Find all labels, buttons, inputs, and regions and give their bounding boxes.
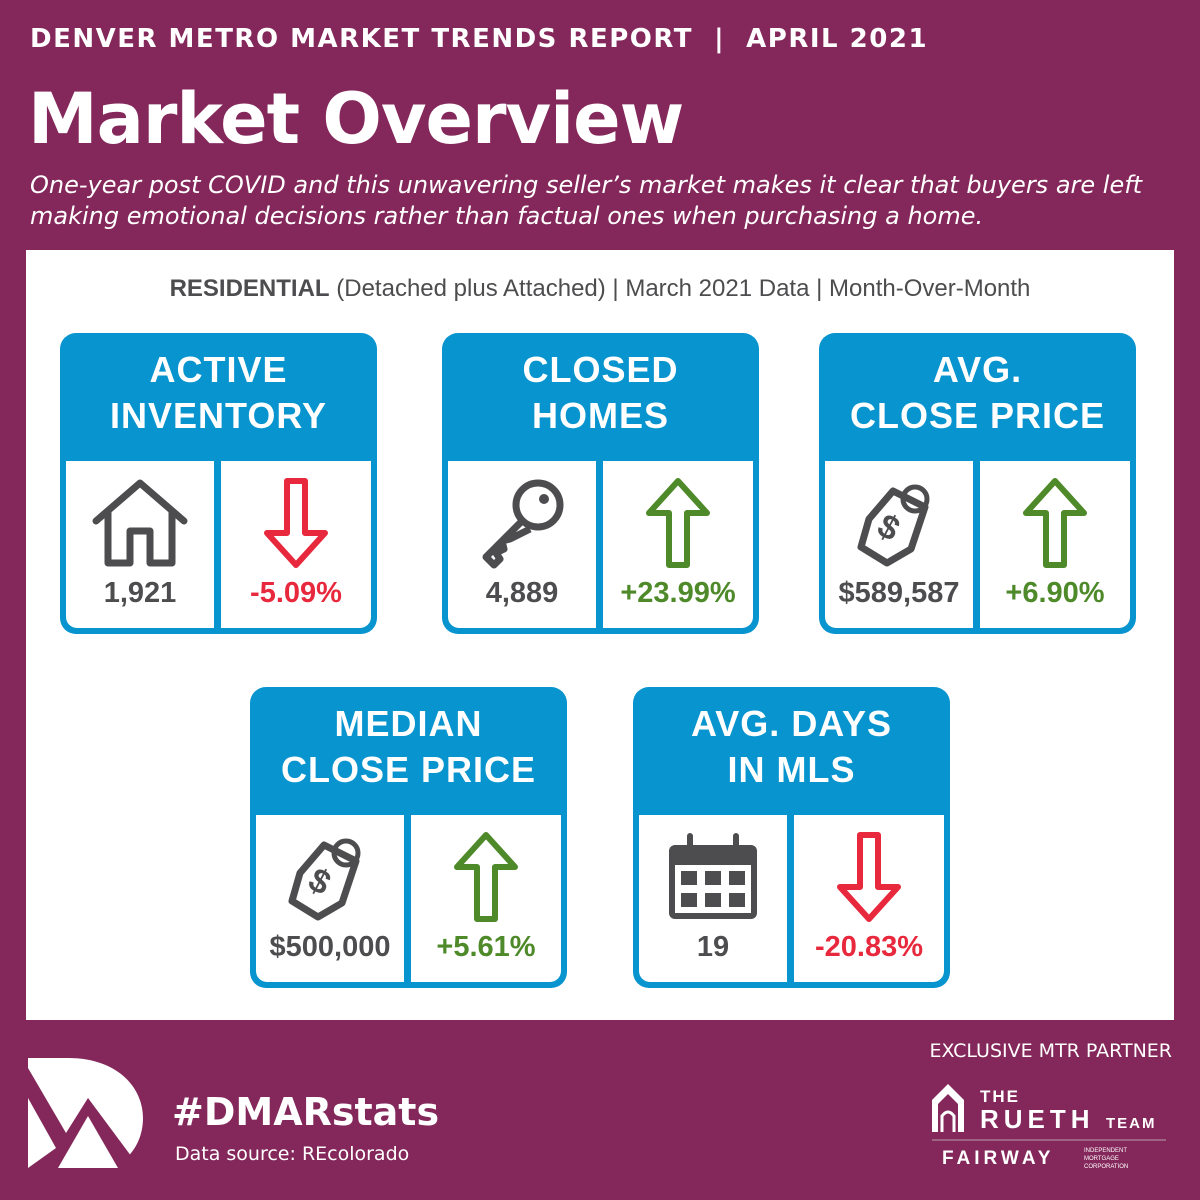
svg-text:RUETH: RUETH: [980, 1104, 1095, 1134]
svg-text:FAIRWAY: FAIRWAY: [942, 1148, 1054, 1169]
stat-value: 4,889: [485, 577, 559, 609]
value-cell: $ $500,000: [256, 815, 404, 982]
change-cell: -20.83%: [794, 815, 944, 982]
card-title-line2: IN MLS: [727, 749, 856, 790]
card-title-line2: CLOSE PRICE: [849, 395, 1106, 436]
stat-card-closed-homes: CLOSED HOMES 4,889 +23.99%: [442, 333, 759, 634]
stat-card-active-inventory: ACTIVE INVENTORY 1,921 -5.09%: [60, 333, 377, 634]
svg-text:MORTGAGE: MORTGAGE: [1084, 1156, 1119, 1162]
value-cell: 4,889: [448, 461, 596, 628]
card-title: AVG. DAYS IN MLS: [633, 701, 950, 793]
stat-change: -5.09%: [250, 577, 342, 609]
card-title: AVG. CLOSE PRICE: [819, 347, 1136, 439]
page-title: Market Overview: [28, 78, 684, 160]
change-cell: +6.90%: [980, 461, 1130, 628]
stat-change: +23.99%: [620, 577, 736, 609]
card-title-line1: AVG.: [932, 349, 1023, 390]
card-title-line2: INVENTORY: [109, 395, 328, 436]
panel-heading-bold: RESIDENTIAL: [169, 275, 330, 302]
stat-value: 1,921: [103, 577, 177, 609]
change-cell: +23.99%: [603, 461, 753, 628]
svg-text:CORPORATION: CORPORATION: [1084, 1164, 1128, 1170]
hashtag: #DMARstats: [172, 1090, 440, 1134]
value-cell: 19: [639, 815, 787, 982]
stat-value: $500,000: [269, 931, 391, 963]
card-title-line1: AVG. DAYS: [690, 703, 893, 744]
value-cell: $ $589,587: [825, 461, 973, 628]
svg-text:TEAM: TEAM: [1106, 1115, 1157, 1132]
value-cell: 1,921: [66, 461, 214, 628]
stat-change: +5.61%: [436, 931, 536, 963]
stat-card-avg-close-price: AVG. CLOSE PRICE $ $589,587 +6.90%: [819, 333, 1136, 634]
card-title-line1: MEDIAN: [334, 703, 483, 744]
page-subtitle: One-year post COVID and this unwavering …: [30, 171, 1143, 230]
data-source: Data source: REcolorado: [175, 1143, 410, 1165]
panel-heading: RESIDENTIAL (Detached plus Attached) | M…: [0, 275, 1200, 303]
stat-value: $589,587: [838, 577, 960, 609]
report-kicker: DENVER METRO MARKET TRENDS REPORT | APRI…: [30, 24, 929, 54]
card-title-line1: CLOSED: [522, 349, 679, 390]
stat-change: -20.83%: [814, 931, 923, 963]
panel-heading-rest: (Detached plus Attached) | March 2021 Da…: [329, 275, 1031, 302]
svg-text:INDEPENDENT: INDEPENDENT: [1084, 1148, 1127, 1154]
change-cell: +5.61%: [411, 815, 561, 982]
card-title-line2: CLOSE PRICE: [280, 749, 537, 790]
dmar-logo: [28, 1058, 143, 1168]
partner-label: EXCLUSIVE MTR PARTNER: [929, 1040, 1172, 1062]
card-title-line2: HOMES: [531, 395, 669, 436]
stat-card-median-close-price: MEDIAN CLOSE PRICE $ $500,000 +5.61%: [250, 687, 567, 988]
card-title: CLOSED HOMES: [442, 347, 759, 439]
stat-card-avg-days-in-mls: AVG. DAYS IN MLS 19 -20.83%: [633, 687, 950, 988]
stat-change: +6.90%: [1005, 577, 1105, 609]
svg-text:THE: THE: [980, 1087, 1020, 1106]
card-title: MEDIAN CLOSE PRICE: [250, 701, 567, 793]
change-cell: -5.09%: [221, 461, 371, 628]
stat-value: 19: [696, 931, 730, 963]
card-title: ACTIVE INVENTORY: [60, 347, 377, 439]
card-title-line1: ACTIVE: [149, 349, 288, 390]
rueth-team-fairway-logo: THE RUETH TEAM FAIRWAY INDEPENDENT MORTG…: [932, 1084, 1166, 1170]
